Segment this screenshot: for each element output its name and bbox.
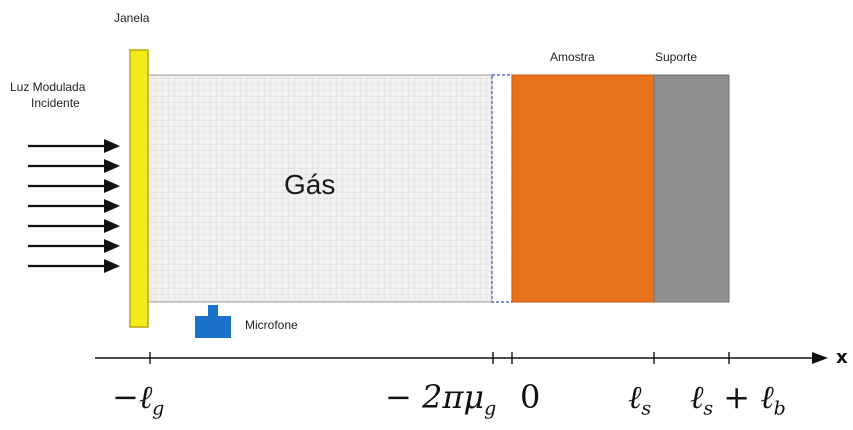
axis-x-label: x (836, 347, 848, 368)
tick-label-ls: ℓs (628, 378, 652, 420)
arrow-right-icon (28, 199, 120, 213)
arrow-right-icon (28, 179, 120, 193)
sample-label: Amostra (550, 50, 595, 64)
arrow-right-icon (28, 139, 120, 153)
microphone-label: Microfone (245, 318, 298, 332)
gas-boundary-layer (491, 74, 513, 303)
window-plate (129, 49, 149, 328)
incident-light-label-line2: Incidente (31, 96, 80, 110)
arrow-right-icon (28, 159, 120, 173)
incident-light-arrows (28, 139, 120, 273)
arrow-right-icon (28, 259, 120, 273)
tick-label-zero: 0 (520, 378, 541, 416)
window-label: Janela (114, 11, 150, 25)
gas-grid (148, 75, 492, 302)
tick-label-neg-2pi-mu: − 2πμg (385, 378, 497, 420)
sample-block (511, 74, 655, 303)
axis-arrowhead-icon (812, 352, 828, 364)
incident-light-label-line1: Luz Modulada (10, 80, 86, 94)
x-axis (95, 352, 828, 364)
support-block (653, 74, 730, 303)
arrow-right-icon (28, 219, 120, 233)
tick-label-ls-lb: ℓs + ℓb (690, 378, 786, 420)
microphone-icon (195, 305, 231, 338)
tick-label-neg-lg: −ℓg (112, 378, 165, 420)
arrow-right-icon (28, 239, 120, 253)
support-label: Suporte (655, 50, 698, 64)
gas-label: Gás (284, 169, 336, 200)
